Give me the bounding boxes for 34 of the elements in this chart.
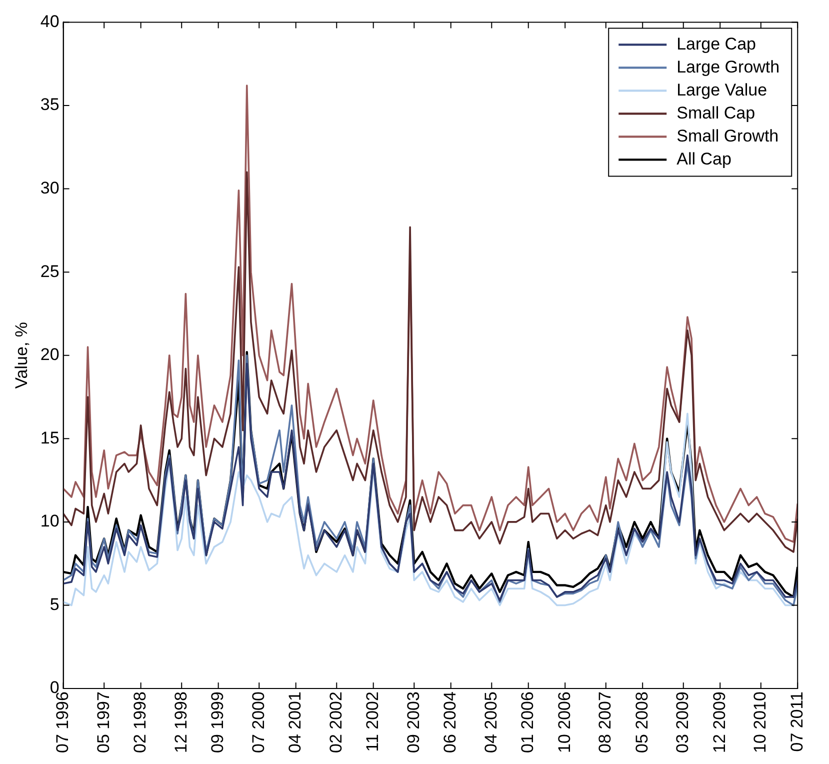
x-tick-label: 10 2006: [554, 692, 574, 753]
x-tick-label: 07 2011: [787, 692, 806, 752]
x-tick-label: 02 2002: [326, 692, 346, 753]
legend-label: Small Cap: [676, 103, 756, 122]
x-tick-label: 11 2002: [363, 692, 382, 752]
y-tick-label: 20: [40, 345, 60, 364]
x-tick-label: 10 2010: [750, 692, 770, 753]
y-tick-label: 35: [40, 95, 60, 114]
x-tick-label: 05 1997: [94, 692, 113, 753]
x-tick-label: 04 2005: [481, 692, 500, 753]
x-tick-label: 07 2000: [248, 692, 268, 753]
x-tick-label: 08 2007: [596, 692, 615, 753]
legend-label: Large Growth: [676, 57, 780, 76]
y-tick-label: 5: [50, 594, 60, 614]
legend-label: Small Growth: [676, 126, 779, 146]
y-tick-label: 10: [40, 512, 60, 531]
x-tick-label: 09 1999: [208, 692, 228, 753]
y-tick-label: 15: [40, 428, 60, 448]
x-tick-label: 12 2009: [710, 692, 729, 753]
x-tick-label: 06 2004: [440, 692, 460, 753]
x-tick-label: 09 2003: [404, 692, 423, 753]
y-tick-label: 30: [40, 178, 60, 198]
y-tick-label: 40: [40, 12, 60, 31]
legend-label: All Cap: [676, 149, 732, 168]
x-tick-label: 02 1998: [130, 692, 150, 753]
x-tick-label: 01 2006: [518, 692, 538, 753]
x-tick-label: 05 2008: [632, 692, 652, 753]
legend-label: Large Value: [676, 80, 768, 100]
y-axis-title: Value, %: [12, 322, 31, 389]
x-tick-label: 12 1998: [171, 692, 190, 753]
x-tick-label: 03 2009: [673, 692, 692, 753]
y-tick-label: 25: [40, 262, 60, 281]
x-tick-label: 04 2001: [286, 692, 305, 753]
legend-label: Large Cap: [676, 34, 756, 54]
